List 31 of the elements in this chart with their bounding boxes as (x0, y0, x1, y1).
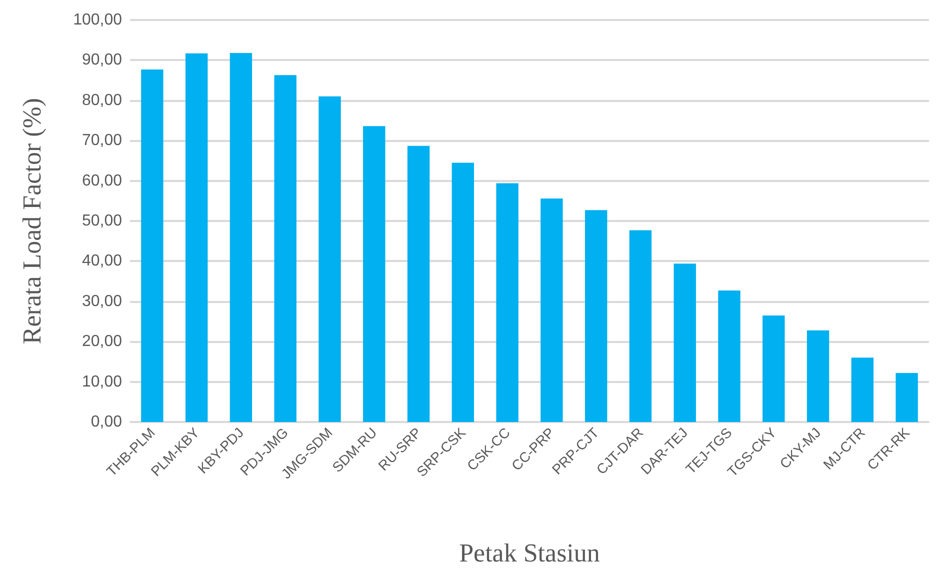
bar (452, 162, 474, 422)
y-tick-label: 10,00 (82, 373, 122, 390)
bar (407, 146, 430, 422)
bar (674, 264, 696, 422)
bar (318, 96, 341, 422)
bar (629, 230, 652, 422)
y-tick-label: 30,00 (82, 292, 122, 310)
x-axis-title: Petak Stasiun (459, 538, 600, 568)
bar (584, 210, 608, 422)
y-tick-label: 70,00 (82, 132, 122, 150)
y-tick-label: 20,00 (82, 333, 122, 350)
bar (185, 53, 208, 422)
bar (851, 358, 874, 422)
y-tick-label: 100,00 (73, 12, 122, 28)
bar (141, 69, 164, 422)
bar (496, 183, 518, 422)
bar (806, 330, 830, 422)
bar (274, 75, 296, 422)
y-tick-label: 40,00 (82, 252, 122, 270)
y-tick-label: 50,00 (82, 212, 122, 230)
y-tick-label: 90,00 (82, 52, 122, 69)
bar (718, 290, 740, 422)
bar (896, 372, 918, 422)
y-axis-title: Rerata Load Factor (%) (18, 98, 46, 344)
bar (363, 126, 386, 422)
y-tick-label: 80,00 (82, 92, 122, 109)
bar (540, 198, 563, 422)
bar (762, 315, 785, 422)
y-tick-label: 60,00 (82, 172, 122, 190)
y-tick-label: 0,00 (90, 414, 122, 430)
bar (230, 52, 252, 422)
